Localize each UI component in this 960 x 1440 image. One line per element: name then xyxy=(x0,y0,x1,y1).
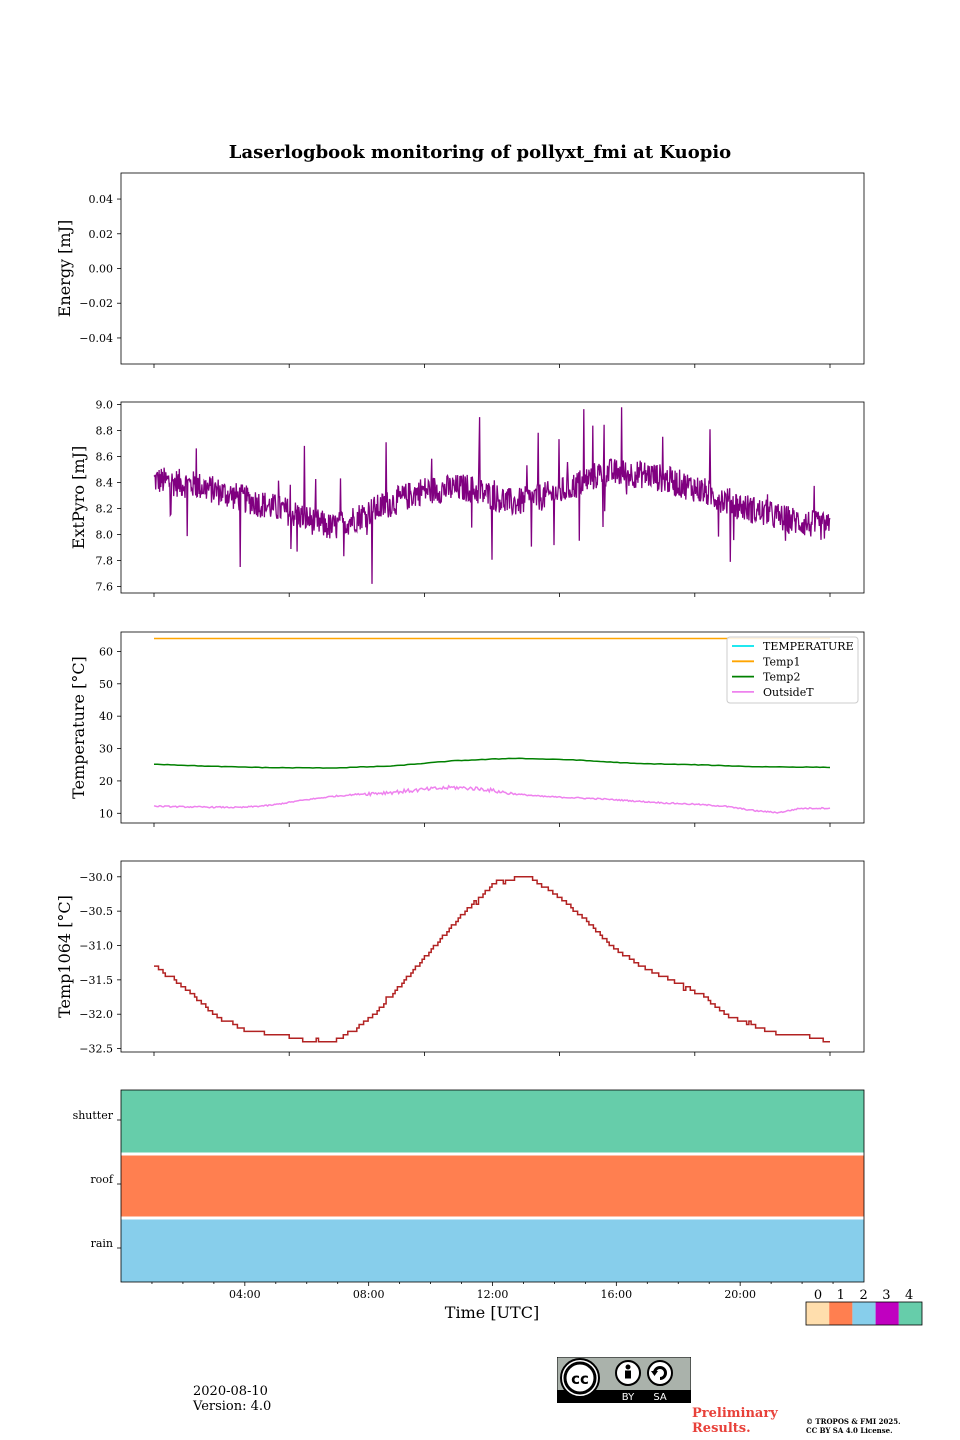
axes-frame xyxy=(120,631,865,824)
footer-version: Version: 4.0 xyxy=(193,1399,272,1414)
y-tick-label: 8.6 xyxy=(96,451,114,464)
x-tick-label: 12:00 xyxy=(477,1288,509,1301)
cc-license-badge: cc BY SA xyxy=(557,1357,691,1403)
panel-extpyro: 9.0 8.8 8.6 8.4 8.2 8.0 7.8 7.6 ExtPyro [mJ] xyxy=(69,399,865,597)
y-tick-label: −31.0 xyxy=(79,940,113,953)
colorbar-swatch xyxy=(852,1302,876,1325)
y-tick-label: 30 xyxy=(99,743,113,756)
colorbar-swatch xyxy=(806,1302,830,1325)
axes-frame xyxy=(120,172,865,365)
y-axis-label: Energy [mJ] xyxy=(55,220,74,318)
figure-title: Laserlogbook monitoring of pollyxt_fmi a… xyxy=(229,142,731,163)
y-axis-label: Temp1064 [°C] xyxy=(55,895,74,1018)
copyright-note: © TROPOS & FMI 2025. CC BY SA 4.0 Licens… xyxy=(806,1417,901,1435)
y-tick-label: −31.5 xyxy=(79,974,113,987)
x-tick-label: 04:00 xyxy=(229,1288,261,1301)
panel-temp1064: −30.0 −30.5 −31.0 −31.5 −32.0 −32.5 Temp1064 [… xyxy=(55,860,865,1056)
panel-energy: 0.04 0.02 0.00 −0.02 −0.04 Energy [mJ] xyxy=(55,172,865,368)
y-tick-label: 0.00 xyxy=(89,263,114,276)
y-tick-label: 8.0 xyxy=(96,529,114,542)
series-line-outsidet xyxy=(153,784,831,814)
status-strip-shutter xyxy=(121,1090,864,1154)
copyright-line1: © TROPOS & FMI 2025. xyxy=(806,1417,901,1426)
y-tick-label: 9.0 xyxy=(96,399,114,412)
x-tick-label: 08:00 xyxy=(353,1288,385,1301)
y-tick-label: 60 xyxy=(99,645,113,658)
x-axis-label: Time [UTC] xyxy=(445,1303,539,1322)
y-tick-label: 0.02 xyxy=(89,228,114,241)
footer-date: 2020-08-10 xyxy=(193,1384,268,1399)
y-tick-label: 0.04 xyxy=(89,193,114,206)
y-tick-label: −30.0 xyxy=(79,871,113,884)
colorbar-tick-label: 0 xyxy=(814,1288,822,1303)
svg-text:cc: cc xyxy=(571,1370,589,1388)
status-row-label: shutter xyxy=(73,1109,114,1122)
series-line-temp1064 xyxy=(154,876,830,1043)
colorbar-tick-label: 3 xyxy=(882,1288,890,1303)
legend: TEMPERATURE Temp1 Temp2 OutsideT xyxy=(726,636,859,704)
colorbar-tick-label: 4 xyxy=(905,1288,913,1303)
y-tick-label: 20 xyxy=(99,775,113,788)
colorbar-frame xyxy=(805,1301,923,1326)
y-tick-label: 10 xyxy=(99,807,113,820)
status-row-label: rain xyxy=(91,1237,113,1250)
y-tick-label: 50 xyxy=(99,678,113,691)
y-tick-label: −0.04 xyxy=(79,332,113,345)
y-tick-label: 8.8 xyxy=(96,425,114,438)
status-strip-rain xyxy=(121,1219,864,1282)
status-row-label: roof xyxy=(90,1173,114,1186)
share-alike-icon xyxy=(647,1360,673,1386)
status-strip-roof xyxy=(121,1155,864,1218)
y-tick-label: −0.02 xyxy=(79,297,113,310)
license-sa-label: SA xyxy=(653,1392,667,1403)
x-tick-label: 16:00 xyxy=(600,1288,632,1301)
y-tick-label: 8.4 xyxy=(96,477,114,490)
panels-group: 0.04 0.02 0.00 −0.02 −0.04 Energy [mJ] 9.0 8.8 8… xyxy=(55,172,865,1301)
panel-status: shutter roof rain 04:00 08:00 12:00 16:00 20:00 xyxy=(73,1089,865,1301)
colorbar-swatch xyxy=(829,1302,853,1325)
preliminary-line1: Preliminary xyxy=(692,1406,778,1421)
copyright-line2: CC BY SA 4.0 License. xyxy=(806,1426,893,1435)
axes-frame xyxy=(120,401,865,594)
series-line-extpyro xyxy=(153,407,831,584)
y-tick-label: 8.2 xyxy=(96,503,114,516)
preliminary-line2: Results. xyxy=(692,1421,751,1436)
legend-entry: OutsideT xyxy=(763,686,814,699)
y-axis-label: ExtPyro [mJ] xyxy=(69,446,88,549)
legend-box xyxy=(726,636,859,704)
legend-entry: Temp2 xyxy=(763,671,800,684)
y-tick-label: −32.5 xyxy=(79,1043,113,1056)
series-line-temp2 xyxy=(153,757,831,769)
y-tick-label: 40 xyxy=(99,710,113,723)
y-tick-label: −32.0 xyxy=(79,1008,113,1021)
colorbar-tick-label: 2 xyxy=(859,1288,867,1303)
legend-entry: TEMPERATURE xyxy=(763,640,854,653)
y-tick-label: 7.8 xyxy=(96,555,114,568)
y-tick-label: −30.5 xyxy=(79,905,113,918)
colorbar-swatch xyxy=(875,1302,899,1325)
y-tick-label: 7.6 xyxy=(96,581,114,594)
axes-frame xyxy=(120,860,865,1053)
y-axis-label: Temperature [°C] xyxy=(69,656,88,799)
x-tick-label: 20:00 xyxy=(724,1288,756,1301)
preliminary-results-note: Preliminary Results. xyxy=(692,1406,778,1436)
colorbar-tick-label: 1 xyxy=(837,1288,845,1303)
colorbar-swatch xyxy=(898,1302,922,1325)
license-by-label: BY xyxy=(622,1392,635,1403)
legend-entry: Temp1 xyxy=(763,655,800,668)
